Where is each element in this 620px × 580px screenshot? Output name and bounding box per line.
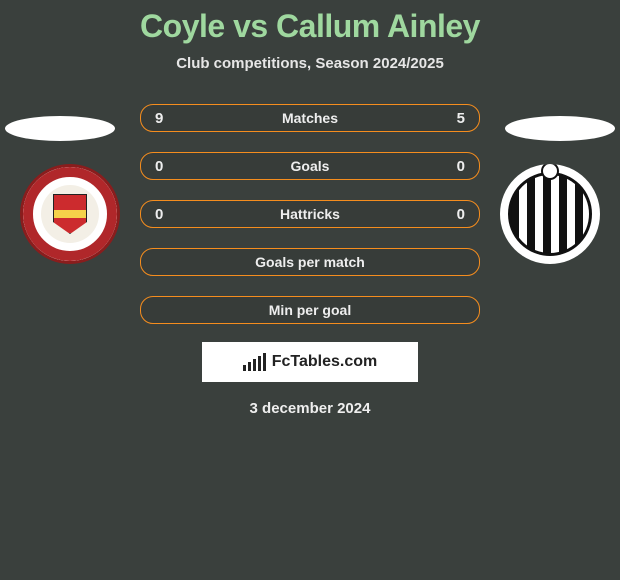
- stat-row: Goals per match: [140, 248, 480, 276]
- stat-right-value: 0: [441, 206, 465, 223]
- stat-label: Goals per match: [179, 254, 441, 270]
- header: Coyle vs Callum Ainley Club competitions…: [0, 0, 620, 72]
- page-title: Coyle vs Callum Ainley: [0, 8, 620, 45]
- stat-row: 0 Hattricks 0: [140, 200, 480, 228]
- crest-left-inner: [41, 185, 99, 243]
- watermark-text: FcTables.com: [272, 353, 378, 371]
- watermark-bars-icon: [243, 353, 266, 371]
- stat-label: Min per goal: [179, 302, 441, 318]
- stat-row: 9 Matches 5: [140, 104, 480, 132]
- crest-left-shield-icon: [53, 194, 87, 234]
- footer-date: 3 december 2024: [0, 400, 620, 417]
- left-halo: [5, 116, 115, 141]
- stat-row: Min per goal: [140, 296, 480, 324]
- stat-left-value: 0: [155, 158, 179, 175]
- crest-right-stripes-icon: [508, 172, 592, 256]
- crest-left: [20, 164, 120, 264]
- stat-right-value: 5: [441, 110, 465, 127]
- stat-label: Goals: [179, 158, 441, 174]
- stat-label: Hattricks: [179, 206, 441, 222]
- stat-left-value: 0: [155, 206, 179, 223]
- right-halo: [505, 116, 615, 141]
- page-subtitle: Club competitions, Season 2024/2025: [0, 55, 620, 72]
- comparison-panel: 9 Matches 5 0 Goals 0 0 Hattricks 0 Goal…: [0, 104, 620, 417]
- watermark: FcTables.com: [202, 342, 418, 382]
- crest-right: [500, 164, 600, 264]
- stat-rows: 9 Matches 5 0 Goals 0 0 Hattricks 0 Goal…: [140, 104, 480, 324]
- stat-row: 0 Goals 0: [140, 152, 480, 180]
- stat-label: Matches: [179, 110, 441, 126]
- stat-left-value: 9: [155, 110, 179, 127]
- stat-right-value: 0: [441, 158, 465, 175]
